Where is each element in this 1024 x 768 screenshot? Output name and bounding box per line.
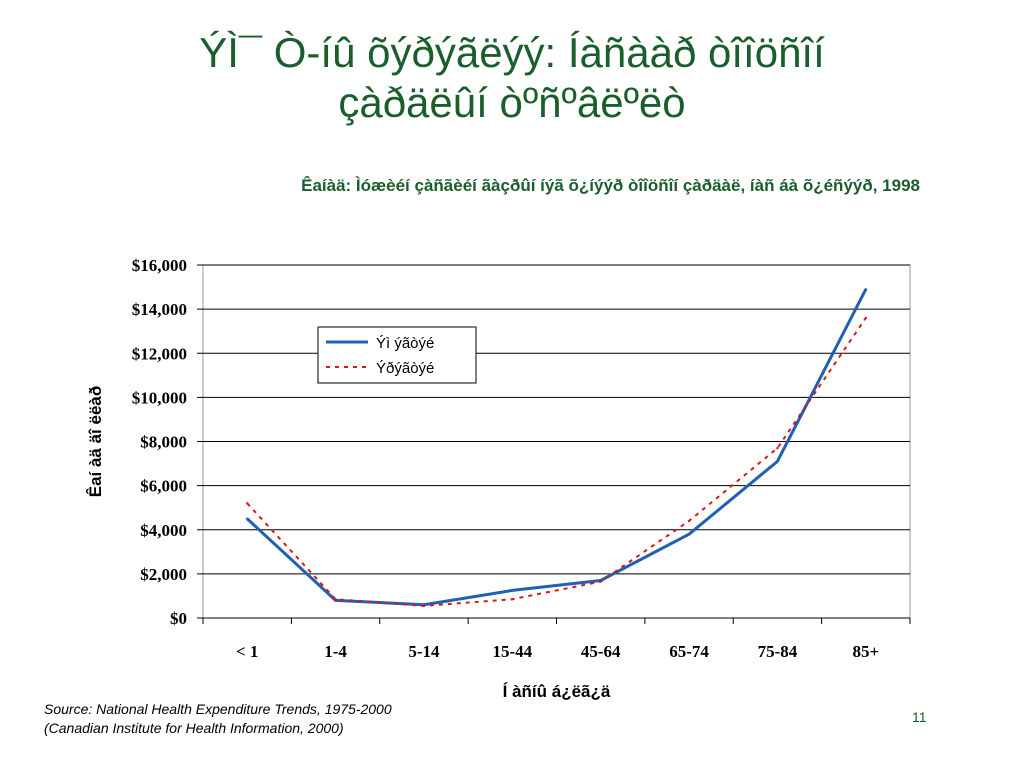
legend-label-2: Ýðýãòýé — [376, 360, 434, 377]
y-tick-label: $10,000 — [132, 388, 187, 407]
x-tick-label: 45-64 — [581, 642, 621, 661]
x-tick-label: 5-14 — [408, 642, 440, 661]
legend-box — [317, 326, 477, 384]
y-tick-label: $2,000 — [140, 565, 187, 584]
data-point — [864, 288, 868, 291]
data-point — [245, 502, 249, 505]
data-point — [864, 316, 868, 320]
y-tick-label: $4,000 — [140, 521, 187, 540]
page-number: 11 — [912, 709, 927, 725]
data-point — [511, 598, 514, 601]
y-tick-label: $16,000 — [132, 256, 187, 275]
y-tick-label: $8,000 — [140, 433, 187, 452]
x-tick-label: 15-44 — [492, 642, 532, 661]
data-point — [334, 598, 337, 601]
x-tick-label: < 1 — [236, 642, 258, 661]
slide-title-line1: ÝÌ¯ Ò-íû õýðýãëýý: Íàñààð òîîöñîí — [199, 29, 825, 76]
series-line-2 — [246, 317, 867, 607]
data-point — [422, 604, 426, 608]
data-point — [776, 460, 779, 463]
legend-label-1: Ýì ýãòýé — [376, 335, 434, 352]
x-tick-label: 1-4 — [324, 642, 347, 661]
data-point — [776, 446, 779, 450]
data-point — [687, 532, 691, 536]
x-axis-label: Í àñíû á¿ëã¿ä — [503, 682, 611, 701]
slide-subtitle: Êaíàä: Ìóæèéí çàñãèéí ãàçðûí íýã õ¿íýýð … — [301, 176, 920, 195]
source-note: Source: National Health Expenditure Tren… — [44, 701, 392, 736]
slide-title: ÝÌ¯ Ò-íû õýðýãëýý: Íàñààð òîîöñîí çàðäëû… — [0, 28, 1024, 128]
y-tick-label: $0 — [170, 609, 187, 628]
x-tick-label: 75-84 — [758, 642, 798, 661]
data-point — [599, 580, 602, 583]
data-point — [511, 589, 514, 592]
x-tick-label: 65-74 — [669, 642, 709, 661]
data-point — [687, 519, 691, 523]
data-point — [245, 517, 249, 520]
x-tick-label: 85+ — [852, 642, 879, 661]
y-tick-label: $12,000 — [132, 344, 187, 363]
y-axis-label: Êaí àä äî ëëàð — [86, 386, 105, 498]
y-tick-label: $14,000 — [132, 300, 187, 319]
slide-title-line2: çàðäëûí òºñºâëºëò — [338, 79, 686, 126]
y-tick-label: $6,000 — [140, 477, 187, 496]
